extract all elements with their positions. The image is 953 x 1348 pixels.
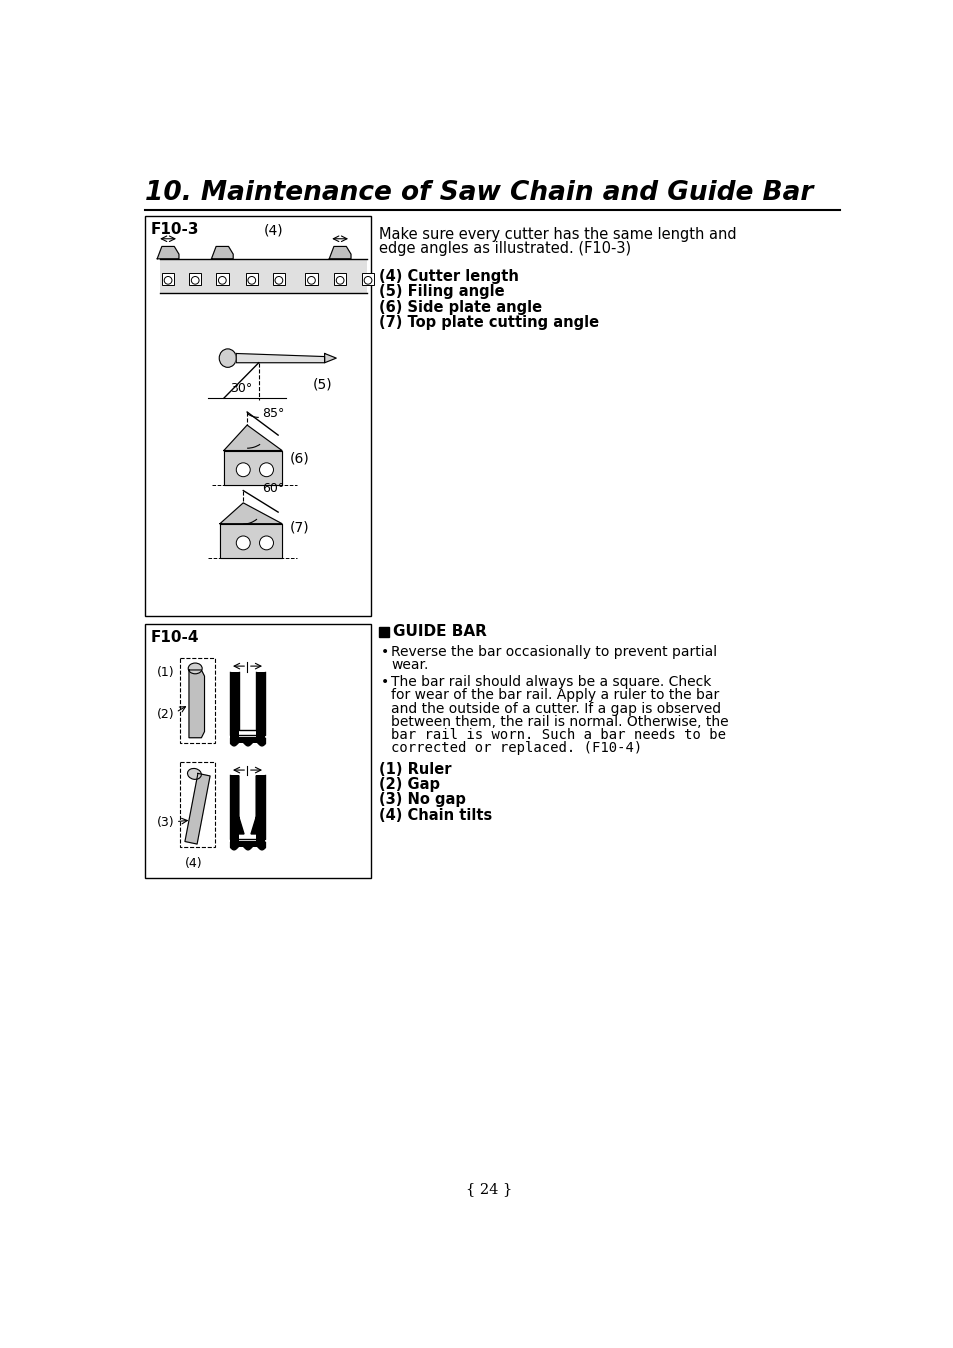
Circle shape [274, 276, 282, 284]
Circle shape [364, 276, 372, 284]
Bar [334, 272, 346, 284]
Ellipse shape [188, 663, 202, 674]
Circle shape [259, 462, 274, 477]
Ellipse shape [219, 349, 236, 368]
Text: 60°: 60° [262, 483, 285, 495]
Text: (7): (7) [290, 520, 309, 534]
Bar [230, 737, 265, 743]
Polygon shape [224, 425, 282, 450]
Text: F10-4: F10-4 [151, 630, 199, 644]
Text: (4): (4) [185, 857, 202, 869]
Bar [230, 671, 238, 737]
Text: 30°: 30° [230, 383, 252, 395]
Text: 85°: 85° [262, 407, 285, 421]
Text: GUIDE BAR: GUIDE BAR [393, 624, 486, 639]
Polygon shape [236, 353, 324, 363]
Circle shape [307, 276, 315, 284]
Text: and the outside of a cutter. If a gap is observed: and the outside of a cutter. If a gap is… [391, 701, 720, 716]
Bar [179, 658, 214, 743]
Bar [273, 272, 285, 284]
Text: (3) No gap: (3) No gap [378, 793, 465, 807]
Polygon shape [224, 450, 282, 485]
Circle shape [218, 276, 226, 284]
Bar [160, 259, 367, 293]
Bar [179, 763, 214, 847]
Text: •: • [380, 675, 388, 689]
Bar [162, 272, 174, 284]
Polygon shape [157, 247, 179, 259]
Bar [256, 671, 265, 737]
Text: The bar rail should always be a square. Check: The bar rail should always be a square. … [391, 675, 711, 689]
Text: (1) Ruler: (1) Ruler [378, 762, 451, 776]
Text: (4): (4) [263, 224, 283, 237]
Text: (5) Filing angle: (5) Filing angle [378, 284, 504, 299]
Text: between them, the rail is normal. Otherwise, the: between them, the rail is normal. Otherw… [391, 714, 728, 729]
Text: (2) Gap: (2) Gap [378, 776, 439, 793]
Text: corrected or replaced. (F10-4): corrected or replaced. (F10-4) [391, 741, 642, 755]
Polygon shape [220, 523, 282, 558]
Bar [145, 216, 371, 616]
Text: Reverse the bar occasionally to prevent partial: Reverse the bar occasionally to prevent … [391, 646, 717, 659]
Text: (6): (6) [290, 452, 309, 465]
Bar [230, 775, 238, 841]
Text: •: • [380, 646, 388, 659]
Text: { 24 }: { 24 } [465, 1182, 512, 1196]
Text: wear.: wear. [391, 658, 428, 673]
Bar [216, 272, 229, 284]
Text: (7) Top plate cutting angle: (7) Top plate cutting angle [378, 315, 598, 330]
Circle shape [259, 537, 274, 550]
Polygon shape [189, 670, 204, 737]
Bar [145, 624, 371, 878]
Bar [230, 841, 265, 847]
Text: F10-3: F10-3 [151, 222, 199, 237]
Bar [378, 627, 389, 636]
Bar [189, 272, 201, 284]
Circle shape [164, 276, 172, 284]
Circle shape [236, 462, 250, 477]
Text: (2): (2) [156, 709, 173, 721]
Circle shape [335, 276, 344, 284]
Text: edge angles as illustrated. (F10-3): edge angles as illustrated. (F10-3) [378, 241, 630, 256]
Bar [245, 272, 257, 284]
Ellipse shape [188, 768, 201, 779]
Polygon shape [329, 247, 351, 259]
Polygon shape [238, 775, 244, 834]
Text: (3): (3) [156, 817, 173, 829]
Text: (6) Side plate angle: (6) Side plate angle [378, 299, 541, 314]
Polygon shape [324, 353, 335, 363]
Text: Make sure every cutter has the same length and: Make sure every cutter has the same leng… [378, 228, 736, 243]
Circle shape [192, 276, 199, 284]
Polygon shape [251, 775, 256, 834]
Bar [361, 272, 374, 284]
Text: 10. Maintenance of Saw Chain and Guide Bar: 10. Maintenance of Saw Chain and Guide B… [145, 181, 812, 206]
Text: (1): (1) [156, 666, 173, 679]
Bar [305, 272, 317, 284]
Polygon shape [185, 774, 210, 844]
Text: for wear of the bar rail. Apply a ruler to the bar: for wear of the bar rail. Apply a ruler … [391, 689, 719, 702]
Text: bar rail is worn. Such a bar needs to be: bar rail is worn. Such a bar needs to be [391, 728, 725, 741]
Text: (4) Chain tilts: (4) Chain tilts [378, 807, 492, 822]
Text: (4) Cutter length: (4) Cutter length [378, 268, 518, 284]
Polygon shape [212, 247, 233, 259]
Bar [256, 775, 265, 841]
Polygon shape [220, 503, 282, 523]
Text: (5): (5) [313, 377, 333, 392]
Circle shape [236, 537, 250, 550]
Circle shape [248, 276, 255, 284]
